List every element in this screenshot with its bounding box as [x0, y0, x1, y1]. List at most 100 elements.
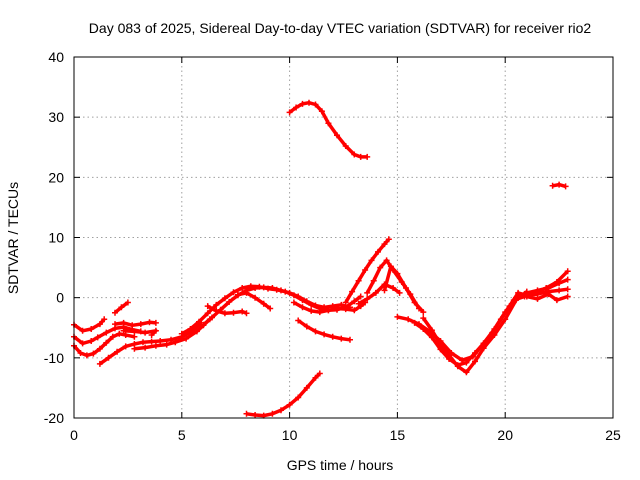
data-point [124, 299, 131, 306]
data-point [515, 289, 522, 296]
data-point [411, 319, 418, 326]
data-point [131, 328, 138, 335]
data-point [396, 289, 403, 296]
data-point [243, 410, 250, 417]
data-point [148, 338, 155, 345]
series-line [246, 372, 322, 418]
data-point [152, 319, 159, 326]
chart-title: Day 083 of 2025, Sidereal Day-to-day VTE… [89, 20, 592, 36]
data-point [200, 321, 207, 328]
data-point [221, 310, 228, 317]
y-tick-label: 0 [56, 290, 64, 306]
data-point [510, 297, 517, 304]
data-point [213, 301, 220, 308]
data-point [351, 151, 358, 158]
data-point [230, 289, 237, 296]
data-point [351, 298, 358, 305]
series-line [413, 287, 568, 367]
data-point [243, 310, 250, 317]
data-point [428, 334, 435, 341]
data-point [163, 341, 170, 348]
series-line [237, 291, 272, 310]
data-point [342, 306, 349, 313]
data-point [267, 305, 274, 312]
x-tick-label: 5 [178, 427, 186, 443]
series-arc-15 [286, 99, 371, 160]
data-point [226, 298, 233, 305]
data-point [394, 270, 401, 277]
data-point [303, 323, 310, 330]
data-point [454, 363, 461, 370]
data-point [562, 183, 569, 190]
data-point [446, 352, 453, 359]
data-point [116, 330, 123, 337]
series-line [357, 282, 401, 306]
series-arc-25 [523, 291, 571, 304]
series-arc-12 [234, 289, 274, 312]
data-point [390, 285, 397, 291]
data-point [146, 319, 153, 326]
data-point [286, 289, 293, 296]
data-point [318, 108, 325, 115]
data-point [213, 307, 220, 314]
data-point [543, 285, 550, 291]
data-point [387, 263, 394, 270]
data-point [381, 241, 388, 248]
data-point [325, 307, 332, 314]
x-tick-label: 15 [390, 427, 406, 443]
data-point [321, 331, 328, 338]
data-point [437, 341, 444, 348]
data-point [491, 332, 498, 338]
series-line [72, 332, 135, 358]
data-point [204, 303, 211, 310]
data-point [420, 326, 427, 332]
data-point [172, 339, 179, 346]
series-arc-10 [200, 284, 353, 328]
data-point [381, 281, 388, 288]
data-point [394, 313, 401, 320]
data-point [308, 307, 315, 314]
data-point [260, 284, 267, 291]
data-point [312, 374, 319, 381]
data-point [312, 101, 319, 108]
data-point [252, 294, 259, 301]
data-point [564, 286, 571, 293]
data-point [112, 321, 118, 328]
data-point [377, 264, 384, 271]
data-point [329, 333, 336, 340]
x-tick-label: 10 [282, 427, 298, 443]
data-point [357, 153, 364, 160]
data-point [79, 327, 86, 334]
series-line [382, 264, 425, 314]
data-point [122, 343, 129, 350]
x-axis-label: GPS time / hours [287, 457, 394, 473]
data-point [364, 289, 371, 296]
data-point [312, 328, 319, 335]
data-point [420, 315, 427, 322]
data-point [88, 338, 95, 344]
data-point [385, 236, 392, 243]
x-tick-label: 25 [605, 427, 621, 443]
data-point [96, 345, 103, 352]
data-point [234, 291, 241, 298]
y-tick-label: 20 [48, 169, 64, 185]
data-point [299, 304, 306, 311]
data-point [120, 319, 127, 326]
series-arc-20 [355, 281, 403, 307]
data-point [316, 370, 323, 377]
data-point [342, 299, 349, 306]
data-point [480, 345, 487, 352]
data-point [545, 291, 552, 298]
data-point [83, 352, 90, 359]
plot-frame [73, 56, 614, 419]
data-point [364, 153, 371, 160]
data-point [334, 305, 340, 312]
data-point [523, 293, 530, 300]
data-point [109, 333, 116, 340]
data-point [286, 109, 293, 116]
data-point [101, 316, 108, 323]
data-point [122, 332, 129, 338]
data-point [120, 327, 127, 334]
series-line [98, 321, 203, 366]
data-point [295, 293, 302, 300]
